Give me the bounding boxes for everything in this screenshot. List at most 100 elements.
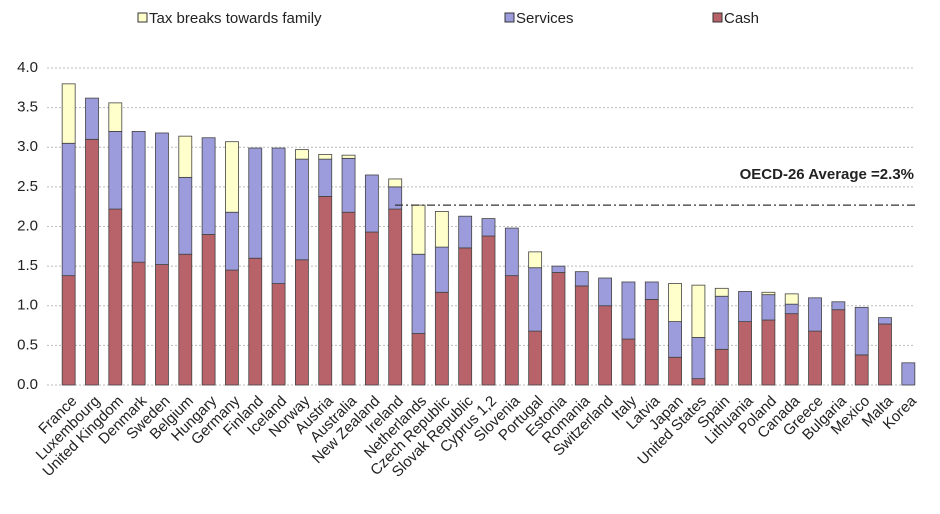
- bar-segment: [878, 317, 892, 325]
- bar-segment: [784, 293, 799, 305]
- average-label: OECD-26 Average =2.3%: [740, 166, 914, 183]
- legend-label: Cash: [724, 10, 759, 27]
- legend-swatch: [712, 12, 723, 23]
- bar-segment: [201, 137, 216, 235]
- bar-segment: [831, 309, 846, 386]
- bar-segment: [131, 130, 146, 263]
- bar-segment: [131, 261, 146, 386]
- bar-segment: [878, 323, 892, 386]
- bar-segment: [854, 306, 869, 356]
- y-tick-label: 3.5: [17, 99, 38, 116]
- bar-segment: [761, 319, 776, 386]
- bar-segment: [808, 297, 822, 332]
- bar-segment: [85, 138, 99, 386]
- bar-segment: [434, 246, 449, 293]
- bar-segment: [295, 149, 309, 160]
- bar-segment: [364, 231, 379, 386]
- bar-segment: [854, 354, 869, 386]
- bar-segment: [388, 178, 403, 188]
- bar-segment: [901, 362, 916, 386]
- bar-segment: [341, 211, 356, 386]
- bar-segment: [61, 275, 76, 386]
- bar-segment: [691, 337, 706, 380]
- bar-segment: [691, 378, 706, 386]
- bar-segment: [318, 153, 333, 160]
- legend-label: Tax breaks towards family: [149, 10, 322, 27]
- bar-segment: [155, 264, 169, 386]
- bar-segment: [761, 291, 776, 296]
- bar-segment: [714, 295, 729, 350]
- bar-segment: [504, 275, 519, 386]
- bar-segment: [108, 102, 123, 132]
- bar-segment: [458, 247, 473, 386]
- bar-segment: [831, 301, 846, 311]
- bar-segment: [61, 83, 76, 144]
- y-tick-label: 3.0: [17, 138, 38, 155]
- bar-segment: [528, 330, 543, 386]
- bar-segment: [528, 267, 543, 332]
- legend-swatch: [504, 12, 515, 23]
- bar-segment: [784, 313, 799, 386]
- y-tick-label: 0.5: [17, 336, 38, 353]
- bar-segment: [784, 303, 799, 315]
- legend-swatch: [137, 12, 148, 23]
- bar-segment: [411, 333, 426, 386]
- bar-segment: [225, 141, 239, 213]
- bar-segment: [551, 272, 566, 386]
- bar-segment: [108, 130, 123, 210]
- bar-segment: [714, 348, 729, 386]
- bar-segment: [481, 218, 496, 237]
- bar-segment: [271, 283, 286, 386]
- bar-segment: [598, 277, 613, 307]
- bar-segment: [551, 265, 566, 273]
- bar-segment: [225, 269, 239, 386]
- bar-segment: [668, 356, 682, 386]
- bar-segment: [458, 215, 473, 249]
- bar-segment: [388, 208, 403, 386]
- bar-segment: [85, 97, 99, 140]
- bar-segment: [178, 176, 193, 255]
- bar-segment: [225, 211, 239, 271]
- bar-segment: [178, 135, 193, 178]
- bar-segment: [808, 330, 822, 386]
- bar-segment: [481, 235, 496, 386]
- bar-segment: [341, 154, 356, 159]
- bar-segment: [411, 253, 426, 334]
- bar-segment: [738, 321, 752, 386]
- bar-segment: [318, 195, 333, 386]
- bar-segment: [364, 174, 379, 233]
- bar-segment: [574, 271, 589, 287]
- bar-segment: [668, 283, 682, 322]
- y-tick-label: 1.0: [17, 297, 38, 314]
- bar-segment: [691, 284, 706, 338]
- y-tick-label: 0.0: [17, 376, 38, 393]
- bar-segment: [598, 305, 613, 386]
- bar-segment: [434, 211, 449, 248]
- bar-segment: [621, 338, 636, 386]
- bar-segment: [574, 285, 589, 386]
- bar-segment: [201, 234, 216, 386]
- bar-segment: [295, 158, 309, 261]
- bar-segment: [738, 291, 752, 322]
- bar-segment: [504, 227, 519, 277]
- y-tick-label: 4.0: [17, 59, 38, 76]
- bar-segment: [61, 142, 76, 277]
- y-tick-label: 2.5: [17, 178, 38, 195]
- bar-segment: [528, 251, 543, 269]
- y-tick-label: 2.0: [17, 217, 38, 234]
- bar-segment: [761, 294, 776, 321]
- bar-segment: [644, 281, 659, 300]
- bar-segment: [271, 147, 286, 284]
- bar-segment: [248, 257, 263, 386]
- legend-label: Services: [516, 10, 574, 27]
- bar-segment: [714, 287, 729, 297]
- bar-segment: [155, 132, 169, 265]
- bar-segment: [318, 158, 333, 197]
- bar-segment: [644, 299, 659, 386]
- bar-segment: [621, 281, 636, 340]
- bar-segment: [248, 147, 263, 259]
- bar-segment: [411, 204, 426, 255]
- bar-segment: [178, 253, 193, 386]
